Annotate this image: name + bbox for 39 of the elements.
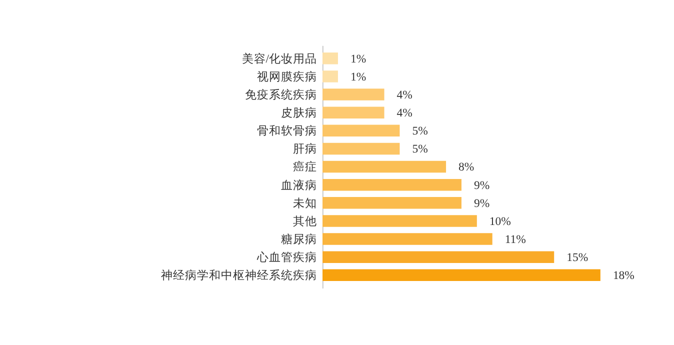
y-tick-label: 心血管疾病 — [256, 250, 318, 264]
bar — [322, 124, 400, 137]
y-tick-label: 血液病 — [281, 178, 318, 192]
y-tick-label: 癌症 — [293, 160, 318, 174]
data-label: 5% — [412, 124, 428, 138]
bar — [322, 52, 338, 64]
y-tick-label: 未知 — [293, 196, 318, 210]
data-label: 10% — [489, 214, 512, 228]
data-label: 9% — [474, 196, 490, 210]
bar — [322, 251, 554, 263]
data-label: 11% — [504, 232, 526, 246]
data-label: 4% — [396, 106, 413, 120]
bar — [322, 197, 462, 209]
data-label: 15% — [566, 251, 588, 264]
y-tick-label: 美容/化妆用品 — [242, 51, 318, 66]
bar — [322, 70, 338, 82]
data-label: 1% — [350, 70, 366, 84]
data-label: 4% — [396, 88, 413, 102]
y-tick-label: 糖尿病 — [281, 232, 318, 246]
bar — [322, 269, 600, 282]
bar — [322, 88, 384, 100]
data-label: 1% — [350, 52, 366, 66]
y-tick-label: 肝病 — [293, 142, 318, 156]
data-label: 5% — [412, 142, 428, 156]
y-tick-label: 皮肤病 — [281, 106, 318, 120]
data-label: 9% — [474, 178, 490, 192]
data-label: 8% — [458, 160, 474, 174]
bar — [322, 233, 492, 245]
y-tick-label: 骨和软骨病 — [257, 124, 318, 138]
y-tick-label: 神经病学和中枢神经系统疾病 — [161, 268, 318, 282]
y-tick-label: 视网膜疾病 — [257, 70, 318, 84]
bar — [322, 142, 400, 155]
y-tick-label: 免疫系统疾病 — [245, 87, 318, 102]
bar — [322, 160, 446, 173]
bar — [322, 178, 462, 191]
bar — [322, 106, 384, 118]
data-label: 18% — [612, 269, 635, 282]
y-tick-label: 其他 — [293, 214, 318, 228]
bar — [322, 215, 477, 227]
